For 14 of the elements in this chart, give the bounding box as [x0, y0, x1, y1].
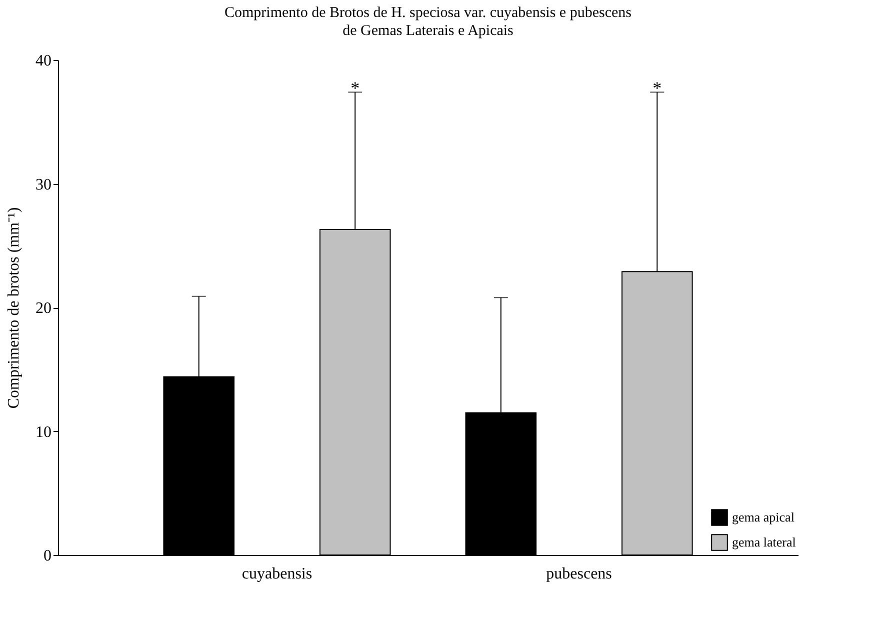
y-axis-title: Comprimento de brotos (mm⁻¹)	[6, 207, 22, 409]
y-tick-label: 0	[44, 548, 52, 564]
annotation: *	[652, 78, 662, 98]
y-tick-label: 30	[36, 176, 52, 194]
chart-subtitle: de Gemas Laterais e Apicais	[342, 23, 514, 39]
y-tick-label: 20	[36, 300, 52, 317]
legend-label: gema lateral	[732, 534, 796, 550]
x-tick-label: pubescens	[546, 566, 612, 582]
annotation: *	[350, 78, 360, 98]
x-tick-label: cuyabensis	[242, 566, 312, 582]
legend-label: gema apical	[732, 510, 795, 524]
y-tick-label: 10	[36, 424, 52, 441]
y-tick-label: 40	[36, 52, 52, 70]
chart-title: Comprimento de Brotos de H. speciosa var. cuyabensis e pubescens	[224, 5, 632, 21]
